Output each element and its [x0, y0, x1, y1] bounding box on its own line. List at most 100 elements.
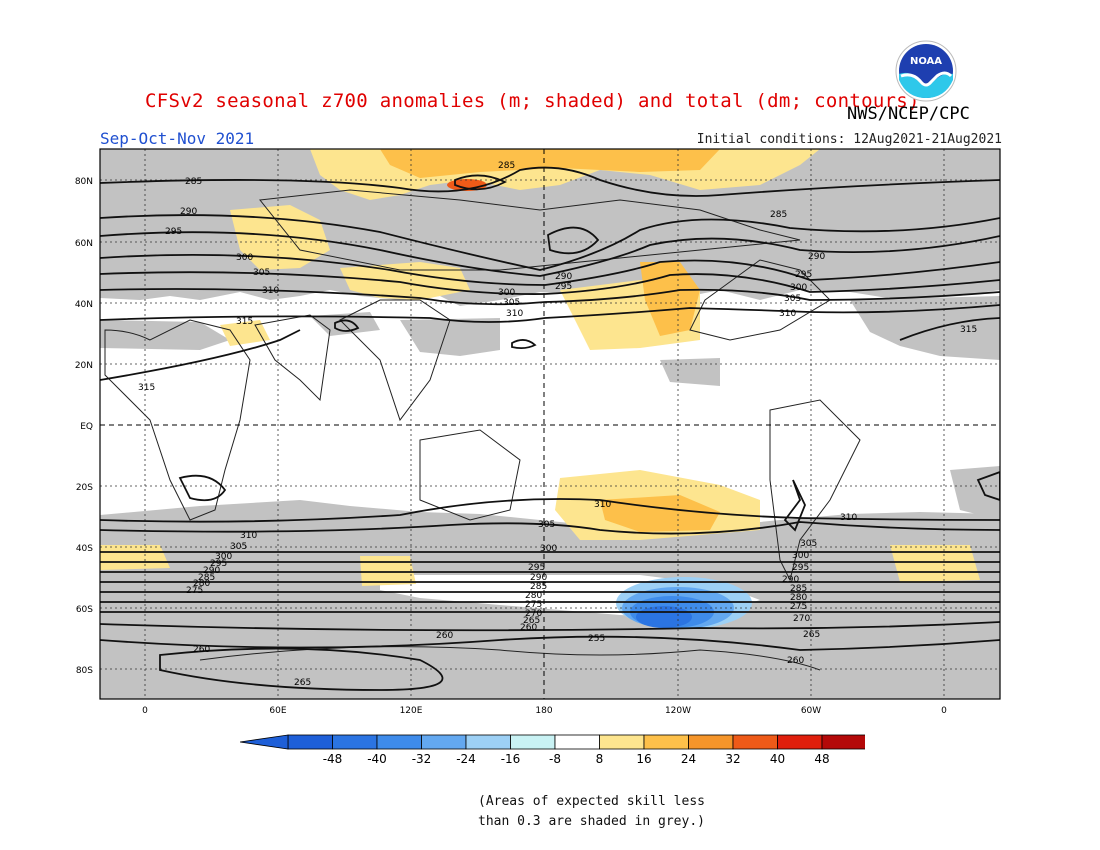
lat-label: 60N — [75, 239, 93, 249]
agency-label: NWS/NCEP/CPC — [847, 104, 970, 124]
south-america-coast — [769, 399, 861, 582]
contour-labels-sh: 310 310 310 305 300 295 290 285 280 275 … — [186, 500, 857, 688]
contour-label: 295 — [555, 282, 572, 292]
contour-label: 295 — [795, 270, 812, 280]
contour-label: 315 — [138, 383, 155, 393]
colorbar-box — [510, 734, 556, 750]
colorbar-tick: 24 — [681, 752, 696, 766]
colorbar-box — [643, 734, 689, 750]
colorbar-tick: 40 — [770, 752, 785, 766]
colorbar-tick: 48 — [814, 752, 829, 766]
skill-note-line2: than 0.3 are shaded in grey.) — [478, 814, 705, 829]
contour-label: 280 — [790, 593, 807, 603]
skill-note: (Areas of expected skill less than 0.3 a… — [478, 792, 705, 832]
north-america-coast — [689, 259, 831, 341]
colorbar-tick: 8 — [596, 752, 604, 766]
contour-label: 300 — [790, 283, 807, 293]
contour-label: 300 — [498, 288, 515, 298]
equator-dateline — [100, 149, 1000, 699]
contour-label: 270 — [525, 609, 542, 619]
contour-label: 305 — [230, 542, 247, 552]
contour-label: 285 — [790, 584, 807, 594]
longitude-labels: 0 60E 120E 180 120W 60W 0 — [142, 706, 947, 716]
contour-label: 310 — [506, 309, 523, 319]
lon-label: 60W — [801, 706, 821, 716]
contour-label: 295 — [792, 563, 809, 573]
colorbar-box — [599, 734, 645, 750]
lat-label: 60S — [76, 605, 93, 615]
colorbar-box — [688, 734, 734, 750]
antarctica-coast — [199, 646, 821, 671]
contour-label: 285 — [498, 161, 515, 171]
contour-label: 310 — [594, 500, 611, 510]
contour-label: 285 — [770, 210, 787, 220]
colorbar-underflow-arrow — [240, 734, 289, 750]
arabia-india-coast — [254, 314, 331, 402]
contour-label: 280 — [525, 591, 542, 601]
eurasia-coast — [259, 189, 801, 271]
contour-label: 310 — [262, 286, 279, 296]
lon-label: 120E — [400, 706, 423, 716]
contour-label: 305 — [253, 268, 270, 278]
lon-label: 180 — [535, 706, 552, 716]
colorbar-tick-labels: -48 -40 -32 -24 -16 -8 8 16 24 32 40 48 — [323, 752, 830, 766]
contour-label: 290 — [555, 272, 572, 282]
contour-label: 290 — [782, 575, 799, 585]
contour-label: 275 — [525, 600, 542, 610]
negative-anomaly-areas — [616, 577, 752, 629]
contour-label: 265 — [523, 616, 540, 626]
contour-label: 280 — [193, 579, 210, 589]
africa-coast — [104, 319, 251, 521]
colorbar-tick: -8 — [549, 752, 561, 766]
colorbar-box — [376, 734, 422, 750]
contour-label: 285 — [530, 582, 547, 592]
colorbar-tick: 32 — [725, 752, 740, 766]
se-asia-coast — [339, 299, 451, 422]
colorbar-box — [777, 734, 823, 750]
contour-label: 305 — [784, 294, 801, 304]
colorbar-box — [421, 734, 467, 750]
contour-label: 305 — [800, 539, 817, 549]
noaa-logo: NOAA — [895, 40, 957, 102]
contour-label: 265 — [294, 678, 311, 688]
contour-label: 315 — [236, 317, 253, 327]
contour-label: 310 — [779, 309, 796, 319]
contour-label: 260 — [193, 645, 210, 655]
colorbar-boxes — [240, 734, 865, 750]
lon-label: 0 — [142, 706, 148, 716]
contour-label: 285 — [198, 573, 215, 583]
initial-conditions-label: Initial conditions: 12Aug2021-21Aug2021 — [696, 132, 1002, 147]
contour-label: 260 — [520, 623, 537, 633]
lon-label: 0 — [941, 706, 947, 716]
australia-coast — [419, 429, 521, 521]
z700-anomaly-map: 285 290 295 300 305 310 315 285 290 295 … — [75, 148, 1001, 716]
colorbar-box — [332, 734, 378, 750]
contour-label: 300 — [236, 253, 253, 263]
contour-label: 300 — [792, 551, 809, 561]
lon-label: 60E — [269, 706, 286, 716]
colorbar-tick: -48 — [323, 752, 343, 766]
skill-note-line1: (Areas of expected skill less — [478, 794, 705, 809]
lat-label: 20N — [75, 361, 93, 371]
colorbar-tick: -32 — [412, 752, 432, 766]
lat-label: 40N — [75, 300, 93, 310]
anomaly-colorbar: -48 -40 -32 -24 -16 -8 8 16 24 32 40 48 — [240, 734, 865, 766]
colorbar-box — [554, 734, 600, 750]
colorbar-tick: -16 — [501, 752, 521, 766]
contour-label: 310 — [840, 513, 857, 523]
contour-label: 285 — [185, 177, 202, 187]
contour-label: 270 — [793, 614, 810, 624]
colorbar-box — [287, 734, 333, 750]
contour-label: 260 — [436, 631, 453, 641]
height-contours — [100, 166, 1000, 691]
colorbar-box — [821, 734, 865, 750]
contour-label: 315 — [960, 325, 977, 335]
latitude-labels: 80N 60N 40N 20N EQ 20S 40S 60S 80S — [75, 177, 93, 676]
lat-label: 20S — [76, 483, 93, 493]
contour-label: 255 — [588, 634, 605, 644]
contour-label: 275 — [186, 586, 203, 596]
lon-label: 120W — [665, 706, 691, 716]
contour-label: 310 — [240, 531, 257, 541]
colorbar-tick: 16 — [636, 752, 651, 766]
contour-label: 295 — [165, 227, 182, 237]
